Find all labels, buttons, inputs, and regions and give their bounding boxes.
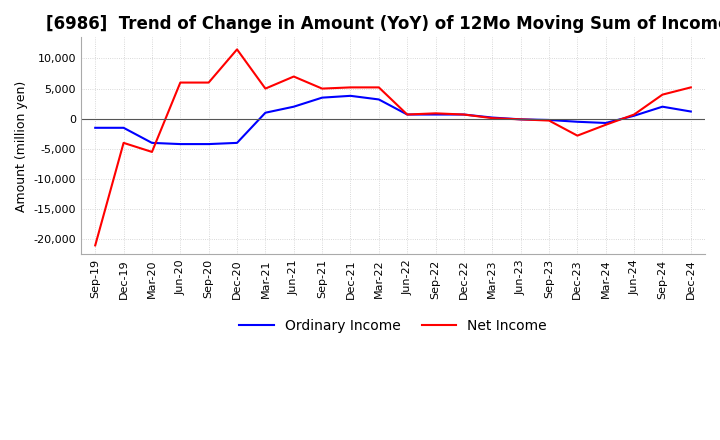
Ordinary Income (346, 93, 355, 99)
Ordinary Income (459, 112, 468, 117)
Legend: Ordinary Income, Net Income: Ordinary Income, Net Income (233, 314, 552, 339)
Net Income (431, 111, 440, 116)
Ordinary Income (261, 110, 270, 115)
Title: [6986]  Trend of Change in Amount (YoY) of 12Mo Moving Sum of Incomes: [6986] Trend of Change in Amount (YoY) o… (46, 15, 720, 33)
Net Income (289, 74, 298, 79)
Line: Net Income: Net Income (95, 49, 690, 246)
Net Income (233, 47, 241, 52)
Net Income (204, 80, 213, 85)
Ordinary Income (431, 112, 440, 117)
Ordinary Income (120, 125, 128, 130)
Net Income (374, 85, 383, 90)
Net Income (601, 122, 610, 128)
Net Income (346, 85, 355, 90)
Ordinary Income (91, 125, 99, 130)
Net Income (459, 112, 468, 117)
Net Income (516, 117, 525, 122)
Net Income (545, 118, 554, 123)
Net Income (488, 116, 497, 121)
Ordinary Income (545, 117, 554, 123)
Ordinary Income (374, 97, 383, 102)
Ordinary Income (686, 109, 695, 114)
Ordinary Income (630, 113, 639, 118)
Net Income (630, 112, 639, 117)
Net Income (261, 86, 270, 91)
Line: Ordinary Income: Ordinary Income (95, 96, 690, 144)
Ordinary Income (176, 141, 184, 147)
Net Income (686, 85, 695, 90)
Net Income (573, 133, 582, 138)
Ordinary Income (233, 140, 241, 146)
Ordinary Income (289, 104, 298, 109)
Net Income (91, 243, 99, 248)
Net Income (120, 140, 128, 146)
Net Income (148, 149, 156, 154)
Ordinary Income (403, 112, 412, 117)
Ordinary Income (658, 104, 667, 109)
Net Income (318, 86, 326, 91)
Net Income (658, 92, 667, 97)
Y-axis label: Amount (million yen): Amount (million yen) (15, 80, 28, 212)
Net Income (403, 112, 412, 117)
Ordinary Income (601, 120, 610, 125)
Ordinary Income (573, 119, 582, 125)
Ordinary Income (516, 117, 525, 122)
Ordinary Income (488, 115, 497, 120)
Ordinary Income (148, 140, 156, 146)
Ordinary Income (318, 95, 326, 100)
Net Income (176, 80, 184, 85)
Ordinary Income (204, 141, 213, 147)
